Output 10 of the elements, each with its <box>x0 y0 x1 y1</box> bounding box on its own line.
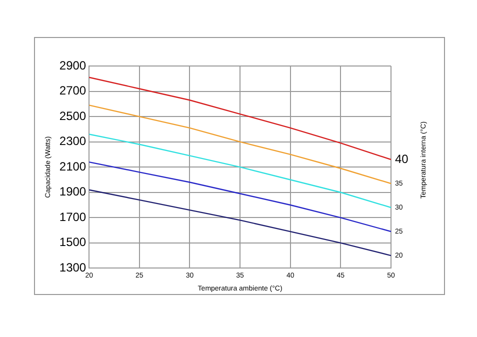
y-tick-label: 1300 <box>59 260 86 275</box>
y-tick-label: 2300 <box>59 134 86 148</box>
y-tick-label: 2500 <box>59 108 86 123</box>
y-tick-label: 1900 <box>59 184 86 199</box>
series-label: 40 <box>395 152 409 166</box>
y-tick-label: 2700 <box>59 84 86 98</box>
y-tick-label: 1500 <box>59 235 86 250</box>
y-tick-label: 1700 <box>59 210 86 224</box>
y-tick-label: 2900 <box>59 58 86 72</box>
y-tick-label: 2100 <box>59 159 86 174</box>
